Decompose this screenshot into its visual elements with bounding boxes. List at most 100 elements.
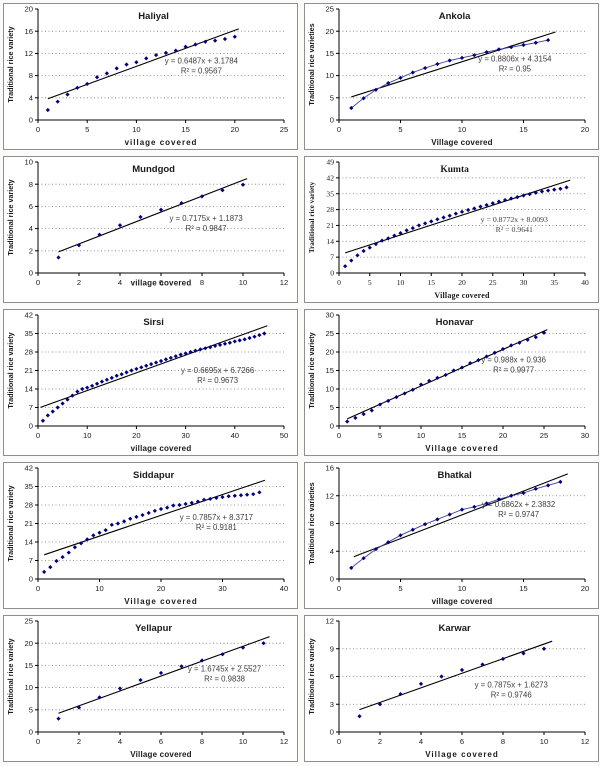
data-point xyxy=(149,362,154,367)
data-point xyxy=(50,409,55,414)
x-axis-label: Village covered xyxy=(425,750,499,759)
chart-honavar: 0 5 10 15 20 25 30 0 5 10 15 20 25 30 Honavar Tradition… xyxy=(307,311,589,453)
x-tick-label: 10 xyxy=(458,125,466,134)
data-point xyxy=(168,355,173,360)
y-tick-label: 5 xyxy=(29,705,33,714)
data-point xyxy=(349,258,354,263)
data-point xyxy=(361,248,366,254)
x-tick-label: 20 xyxy=(157,584,165,593)
x-tick-label: 20 xyxy=(132,431,140,440)
y-tick-label: 2 xyxy=(29,246,33,255)
y-tick-label: 0 xyxy=(29,575,33,584)
data-point xyxy=(402,391,407,396)
x-tick-label: 0 xyxy=(36,737,40,746)
data-point xyxy=(65,92,70,97)
data-point xyxy=(173,48,178,53)
data-point xyxy=(55,405,60,410)
data-point xyxy=(183,44,188,49)
x-tick-label: 40 xyxy=(231,431,239,440)
data-point xyxy=(109,522,114,527)
data-point xyxy=(521,193,526,198)
y-tick-label: 9 xyxy=(330,644,334,653)
data-point xyxy=(85,81,90,87)
data-point xyxy=(252,334,257,339)
data-point xyxy=(257,490,262,495)
data-point xyxy=(564,185,569,190)
data-point xyxy=(222,341,228,346)
y-axis-label: Traditional rice variety xyxy=(6,485,15,561)
data-point xyxy=(158,207,164,212)
chart-title: Karwar xyxy=(439,623,472,634)
trendline xyxy=(47,28,239,100)
y-tick-label: 0 xyxy=(29,269,33,278)
data-point xyxy=(222,36,228,42)
data-point xyxy=(220,652,225,657)
equation-label: y = 0.7875x + 1.6273 xyxy=(475,681,548,690)
y-tick-label: 0 xyxy=(330,575,334,584)
y-tick-label: 8 xyxy=(29,71,33,80)
equation-label: y = 1.6745x + 2.5527 xyxy=(188,665,261,674)
data-point xyxy=(472,504,477,509)
data-point xyxy=(472,206,477,211)
data-point xyxy=(242,337,247,342)
y-tick-label: 0 xyxy=(29,422,33,431)
data-point xyxy=(158,358,164,364)
equation-label: y = 0.6862x + 2.3832 xyxy=(482,500,555,509)
data-point xyxy=(459,365,465,370)
y-tick-label: 35 xyxy=(25,482,33,491)
data-point xyxy=(158,670,164,676)
data-point xyxy=(418,681,424,686)
chart-title: Honavar xyxy=(436,317,474,328)
data-point xyxy=(377,402,383,407)
x-axis-label: Village covered xyxy=(130,750,192,759)
y-tick-label: 12 xyxy=(326,491,334,500)
chart-panel-siddapur: 0 7 14 21 28 35 42 0 10 20 30 40 Siddapur Traditional… xyxy=(3,462,298,609)
data-point xyxy=(104,71,109,76)
trendline xyxy=(359,640,553,711)
r-squared-label: R² = 0.9977 xyxy=(493,365,534,374)
data-point xyxy=(97,530,102,535)
x-tick-label: 25 xyxy=(540,431,548,440)
x-tick-label: 5 xyxy=(378,431,382,440)
data-point xyxy=(410,226,415,231)
chart-mundgod: 0 2 4 6 8 10 0 2 4 6 8 10 12 Mundgod Traditional rice … xyxy=(6,158,288,288)
chart-sirsi: 0 7 14 21 28 35 42 0 10 20 30 40 50 Sirsi Traditional … xyxy=(6,311,288,453)
data-point xyxy=(558,479,563,484)
data-point xyxy=(173,354,178,359)
x-tick-label: 20 xyxy=(458,278,466,287)
y-tick-label: 0 xyxy=(330,728,334,737)
r-squared-label: R² = 0.9641 xyxy=(496,225,533,234)
data-point xyxy=(453,211,458,216)
x-tick-label: 12 xyxy=(581,737,589,746)
y-tick-label: 7 xyxy=(330,253,334,262)
data-point xyxy=(99,379,105,384)
data-point xyxy=(416,223,422,228)
y-tick-label: 0 xyxy=(330,116,334,125)
r-squared-label: R² = 0.9746 xyxy=(491,691,532,700)
x-tick-label: 20 xyxy=(581,584,589,593)
trendline xyxy=(351,31,556,98)
chart-panel-karwar: 0 3 6 9 12 0 2 4 6 8 10 12 Karwar Traditional rice va… xyxy=(304,615,599,762)
y-tick-label: 20 xyxy=(25,639,33,648)
y-tick-label: 30 xyxy=(326,311,334,320)
x-tick-label: 5 xyxy=(398,584,402,593)
data-point xyxy=(138,214,143,220)
data-point xyxy=(124,62,129,67)
y-tick-label: 10 xyxy=(25,683,33,692)
data-point xyxy=(72,545,77,550)
y-tick-label: 0 xyxy=(330,269,334,278)
data-point xyxy=(227,340,232,345)
data-point xyxy=(447,213,452,218)
data-point xyxy=(56,255,61,260)
y-tick-label: 0 xyxy=(29,728,33,737)
chart-yellapur: 0 5 10 15 20 25 0 2 4 6 8 10 12 Yellapur Traditional r… xyxy=(6,617,288,759)
data-point xyxy=(70,393,75,398)
y-tick-label: 14 xyxy=(25,385,33,394)
trendline xyxy=(40,325,268,408)
data-point xyxy=(60,554,65,560)
data-point xyxy=(232,493,237,498)
x-tick-label: 2 xyxy=(378,737,382,746)
y-tick-label: 0 xyxy=(29,116,33,125)
data-point xyxy=(146,510,151,516)
